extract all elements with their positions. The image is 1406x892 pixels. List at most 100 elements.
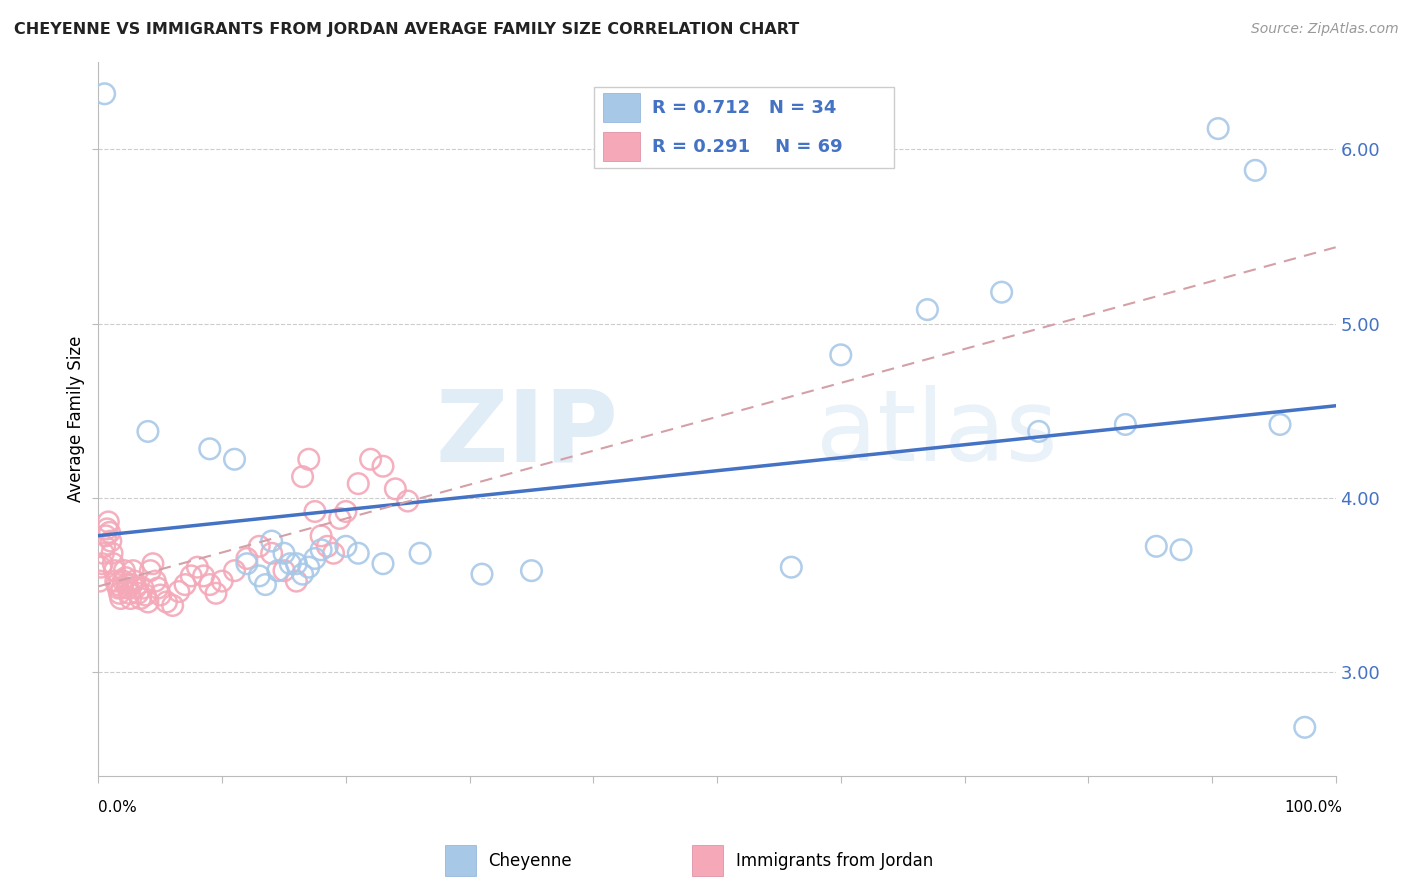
Point [103,557,125,571]
Point [205,586,228,600]
Point [236,557,259,571]
Point [96,522,118,536]
Text: Cheyenne: Cheyenne [488,852,572,870]
Point [917,302,939,317]
Point [1206,121,1229,136]
Point [247,569,270,583]
Point [347,476,370,491]
Point [93,87,115,101]
Point [129,591,152,606]
Point [139,564,162,578]
Point [117,581,139,595]
Point [224,564,246,578]
Point [142,557,165,571]
Point [1268,417,1291,432]
Point [298,560,321,574]
Point [115,577,138,591]
Point [198,577,221,591]
Point [121,577,143,591]
Text: Immigrants from Jordan: Immigrants from Jordan [735,852,932,870]
Point [124,581,146,595]
Point [124,574,146,588]
Text: 0.0%: 0.0% [98,800,138,814]
Point [278,557,301,571]
Point [167,584,190,599]
Point [98,525,121,540]
Point [101,546,124,560]
Point [105,577,128,591]
Text: Source: ZipAtlas.com: Source: ZipAtlas.com [1251,22,1399,37]
Point [471,567,494,582]
Point [396,494,419,508]
Point [371,459,394,474]
Point [127,586,149,600]
Point [285,557,308,571]
Point [93,546,115,560]
Point [112,574,135,588]
Point [309,542,332,557]
Point [236,551,259,566]
Point [304,504,326,518]
Point [198,442,221,456]
Point [298,452,321,467]
Point [285,574,308,588]
Point [520,564,543,578]
Point [1028,425,1050,439]
Bar [603,132,640,161]
Point [347,546,370,560]
Point [90,560,112,574]
Point [273,564,295,578]
Point [114,571,136,585]
Point [291,567,314,582]
Point [108,586,131,600]
Point [94,529,117,543]
Point [273,546,295,560]
Point [780,560,803,574]
Point [304,551,326,566]
Point [193,569,215,583]
Point [122,564,145,578]
Point [335,539,357,553]
Point [335,504,357,518]
Text: R = 0.291    N = 69: R = 0.291 N = 69 [652,137,844,155]
Point [97,515,120,529]
Point [107,581,129,595]
Text: ZIP: ZIP [436,385,619,482]
Bar [603,93,640,122]
Point [136,425,159,439]
Point [134,588,156,602]
Text: CHEYENNE VS IMMIGRANTS FROM JORDAN AVERAGE FAMILY SIZE CORRELATION CHART: CHEYENNE VS IMMIGRANTS FROM JORDAN AVERA… [14,22,799,37]
Point [136,595,159,609]
Point [162,599,184,613]
Point [291,469,314,483]
Point [830,348,852,362]
Point [146,581,169,595]
Text: atlas: atlas [815,385,1057,482]
Bar [444,846,475,876]
FancyBboxPatch shape [593,87,894,168]
Point [371,557,394,571]
Point [384,482,406,496]
Point [143,574,166,588]
Point [267,564,290,578]
Point [111,581,134,595]
Y-axis label: Average Family Size: Average Family Size [66,336,84,502]
Point [1244,163,1267,178]
Point [1294,720,1316,734]
Point [118,586,141,600]
Point [110,591,132,606]
Point [186,560,208,574]
Point [1170,542,1192,557]
Point [104,574,127,588]
Point [100,534,122,549]
Point [360,452,382,467]
Point [91,557,114,571]
Point [174,577,197,591]
Point [120,591,142,606]
Point [112,564,135,578]
Bar [692,846,723,876]
Text: R = 0.712   N = 34: R = 0.712 N = 34 [652,99,837,117]
Point [103,564,125,578]
Point [132,581,155,595]
Point [329,511,352,525]
